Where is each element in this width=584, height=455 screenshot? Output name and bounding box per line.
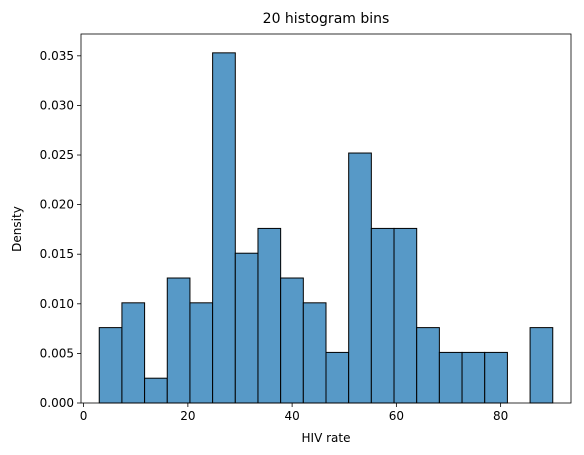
histogram-bar bbox=[189, 302, 214, 404]
histogram-bar bbox=[438, 351, 463, 404]
histogram-bar bbox=[302, 302, 327, 404]
plot-frame bbox=[80, 33, 572, 404]
histogram-bar bbox=[234, 252, 259, 404]
y-tick-label: 0.025 bbox=[40, 148, 74, 162]
histogram-bar bbox=[484, 351, 508, 404]
histogram-bar bbox=[166, 277, 191, 404]
y-axis-label: Density bbox=[10, 206, 24, 252]
chart-title: 20 histogram bins bbox=[263, 11, 390, 27]
x-axis: 0 20 40 60 80 bbox=[80, 403, 508, 423]
histogram-bar bbox=[280, 277, 304, 404]
y-tick-label: 0.000 bbox=[40, 396, 74, 410]
y-axis: 0.000 0.005 0.010 0.015 0.020 0.025 0.030 0.035 bbox=[40, 49, 81, 410]
y-tick-label: 0.005 bbox=[40, 346, 74, 360]
x-tick-label: 80 bbox=[493, 409, 508, 423]
histogram-bar bbox=[393, 227, 418, 404]
histogram-bar bbox=[370, 227, 395, 404]
x-tick-label: 40 bbox=[284, 409, 299, 423]
histogram-bar bbox=[529, 327, 554, 404]
histogram-bar bbox=[144, 377, 168, 404]
x-tick-label: 20 bbox=[180, 409, 195, 423]
y-tick-label: 0.010 bbox=[40, 297, 74, 311]
y-tick-label: 0.015 bbox=[40, 247, 74, 261]
y-tick-label: 0.030 bbox=[40, 98, 74, 112]
bars-group bbox=[98, 52, 554, 404]
x-axis-label: HIV rate bbox=[302, 431, 351, 445]
histogram-bar bbox=[461, 351, 486, 404]
histogram-bar bbox=[98, 327, 123, 404]
histogram-bar bbox=[257, 227, 282, 404]
histogram-bar bbox=[212, 52, 236, 404]
x-tick-label: 0 bbox=[80, 409, 88, 423]
x-tick-label: 60 bbox=[389, 409, 404, 423]
histogram-bar bbox=[348, 152, 372, 404]
histogram-bar bbox=[121, 302, 146, 404]
histogram-bar bbox=[416, 327, 440, 404]
histogram-bar bbox=[325, 351, 350, 404]
y-tick-label: 0.020 bbox=[40, 198, 74, 212]
y-tick-label: 0.035 bbox=[40, 49, 74, 63]
